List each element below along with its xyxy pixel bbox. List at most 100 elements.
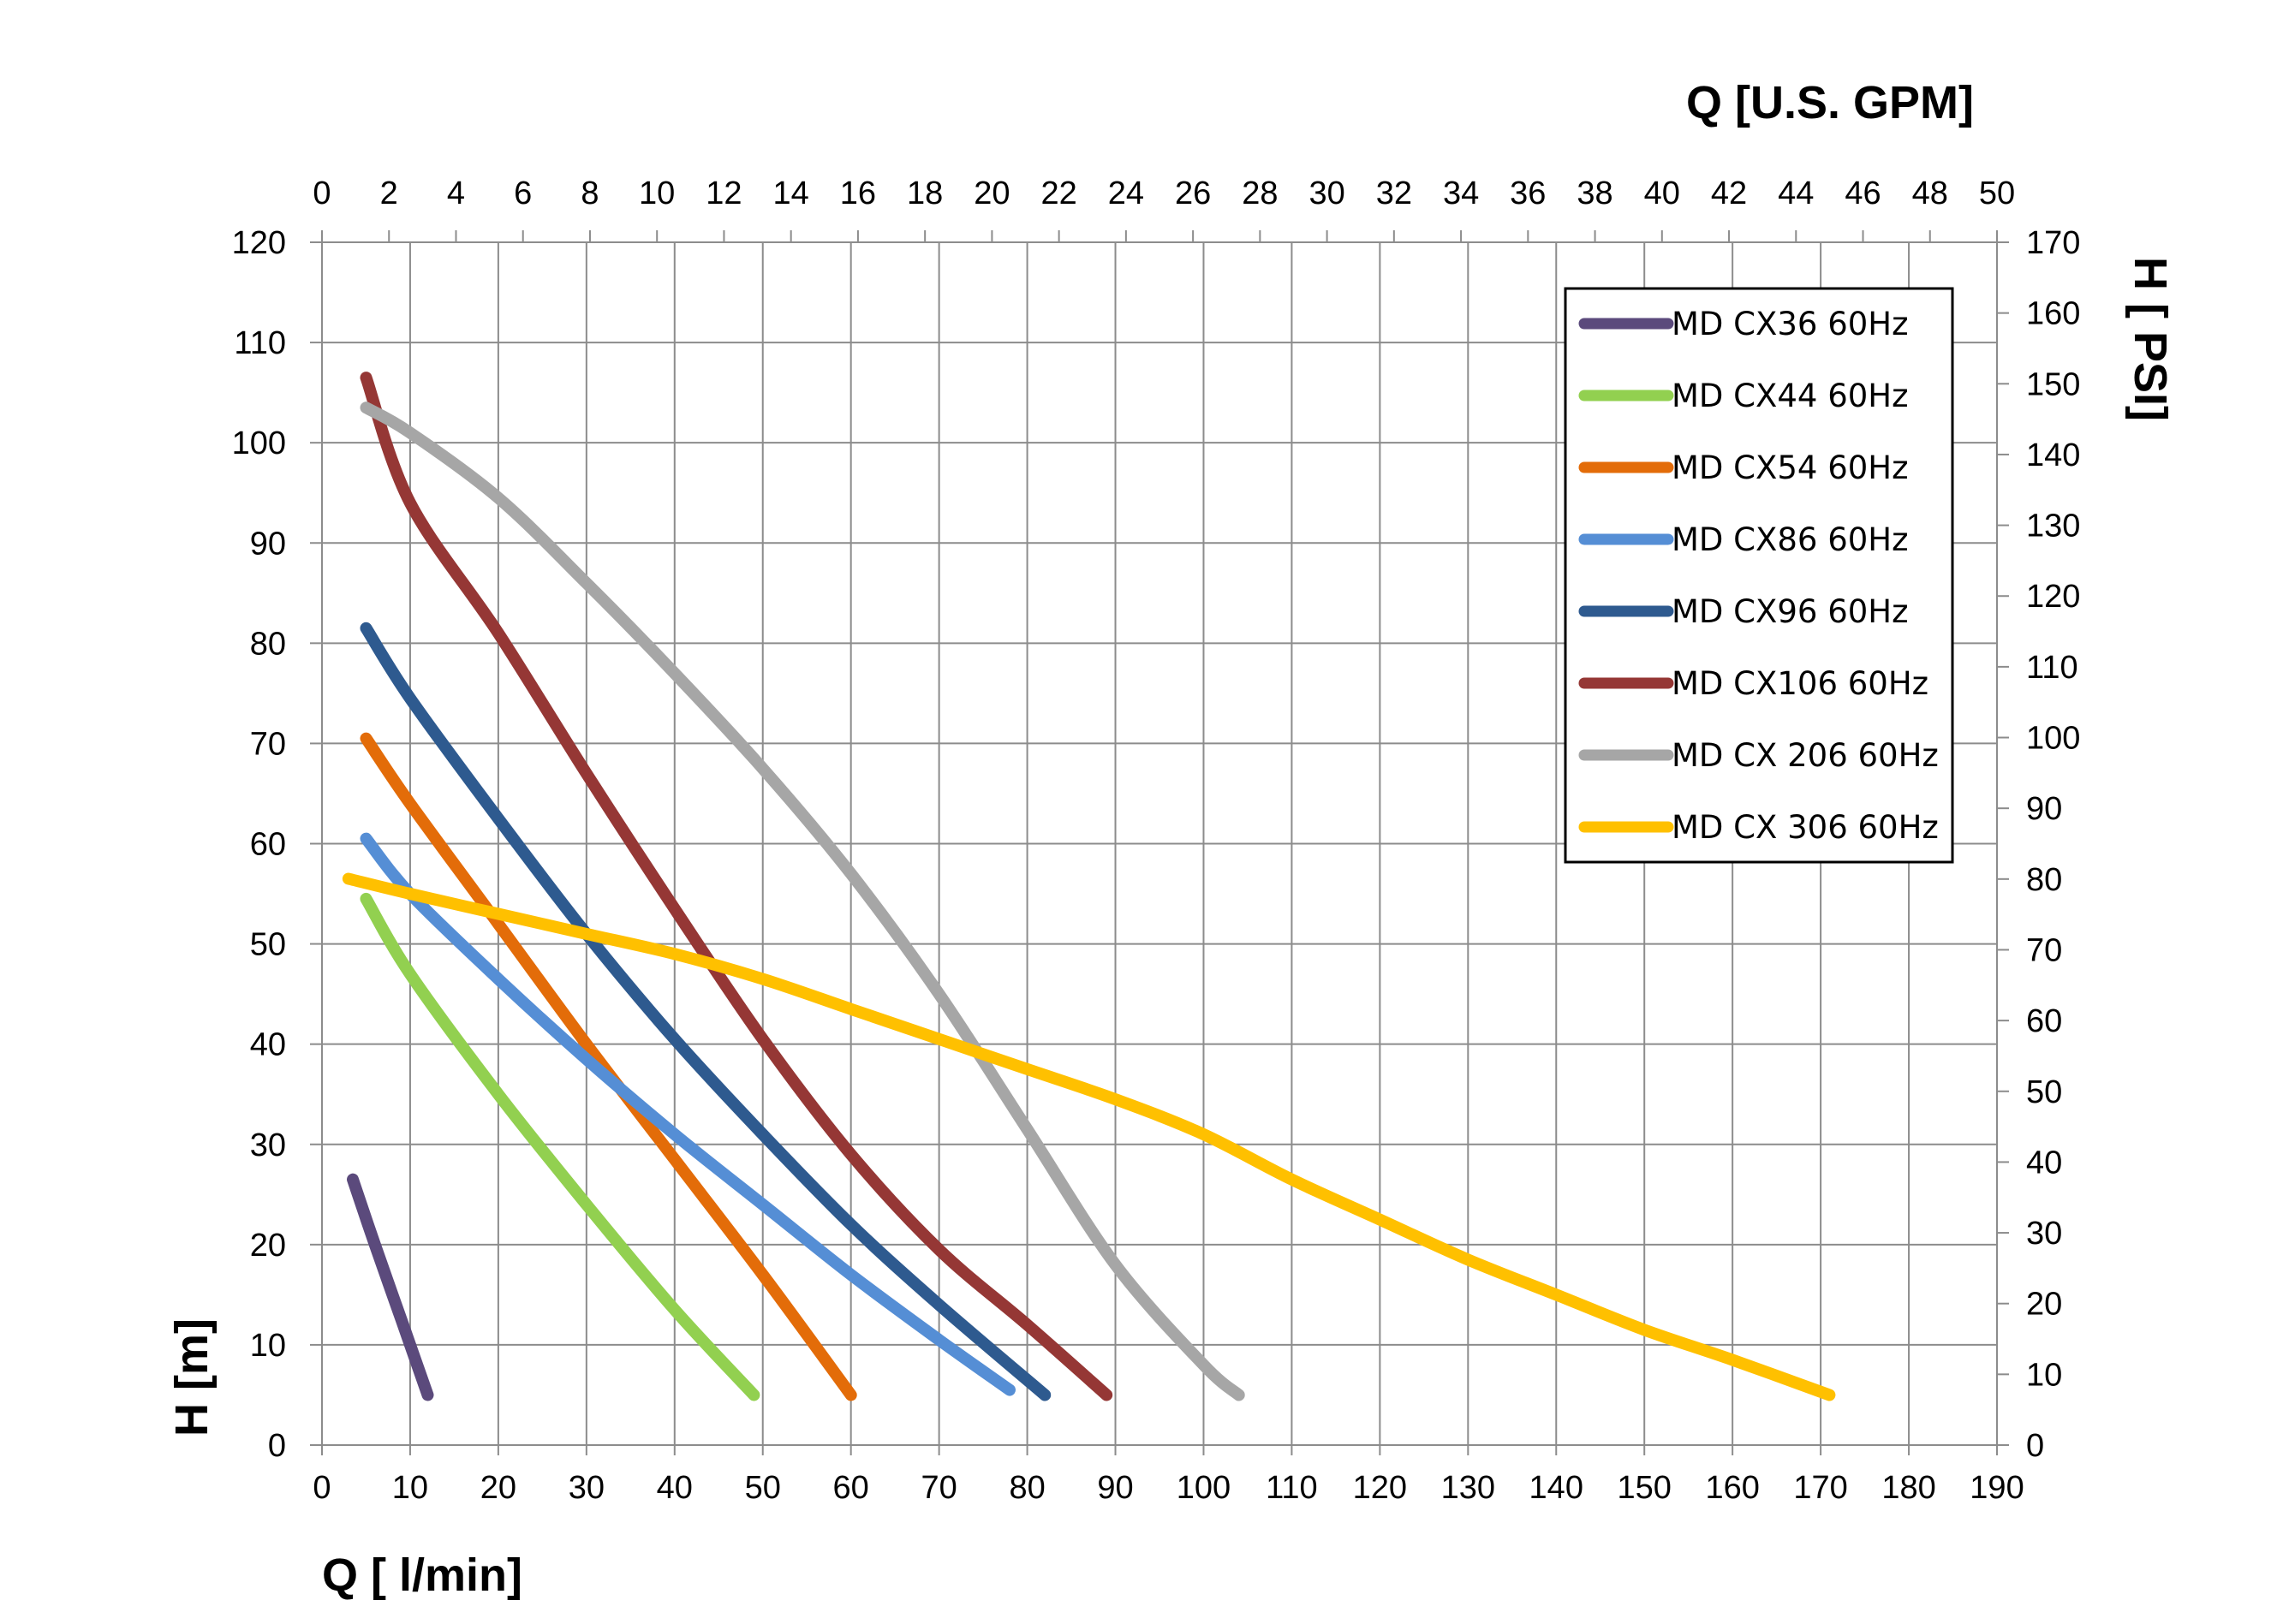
y-tick-label: 0 — [268, 1428, 286, 1464]
right-tick-label: 110 — [2026, 650, 2078, 686]
right-tick-label: 20 — [2026, 1287, 2062, 1323]
y-tick-label: 50 — [250, 927, 286, 963]
series-line-md-cx36-60hz — [347, 1173, 434, 1401]
y-tick-label: 70 — [250, 726, 286, 762]
x-tick-label: 70 — [921, 1470, 957, 1506]
top-tick-label: 32 — [1376, 175, 1412, 211]
top-tick-label: 20 — [974, 175, 1010, 211]
right-tick-label: 50 — [2026, 1074, 2062, 1110]
legend-label: MD CX106 60Hz — [1672, 665, 1928, 702]
top-tick-label: 12 — [706, 175, 742, 211]
top-tick-label: 46 — [1845, 175, 1881, 211]
series-lines — [342, 372, 1836, 1401]
legend-label: MD CX44 60Hz — [1672, 378, 1909, 414]
series-line-md-cx44-60hz — [360, 892, 760, 1401]
x-tick-label: 180 — [1881, 1470, 1935, 1506]
y-tick-label: 20 — [250, 1228, 286, 1264]
right-axis-title: H [ PSI] — [2125, 257, 2176, 421]
right-tick-label: 150 — [2026, 366, 2080, 402]
legend-label: MD CX 206 60Hz — [1672, 737, 1939, 774]
top-tick-label: 34 — [1443, 175, 1479, 211]
y-axis-tick-labels: 0 10 20 30 40 50 60 70 80 90 100 110 120 — [232, 225, 286, 1464]
right-tick-label: 30 — [2026, 1216, 2062, 1252]
series-line-md-cx-206-60hz — [360, 402, 1245, 1401]
top-tick-label: 10 — [639, 175, 675, 211]
top-tick-label: 50 — [1979, 175, 2015, 211]
legend-label: MD CX54 60Hz — [1672, 449, 1909, 486]
x-tick-label: 90 — [1097, 1470, 1133, 1506]
top-tick-label: 40 — [1644, 175, 1680, 211]
y-tick-label: 10 — [250, 1328, 286, 1364]
top-tick-label: 44 — [1778, 175, 1814, 211]
top-tick-label: 6 — [514, 175, 532, 211]
legend-frame — [1564, 287, 1954, 864]
x-tick-label: 160 — [1705, 1470, 1759, 1506]
x-tick-label: 0 — [313, 1470, 331, 1506]
y-tick-label: 90 — [250, 526, 286, 562]
legend-label: MD CX 306 60Hz — [1672, 809, 1939, 846]
legend-label: MD CX36 60Hz — [1672, 306, 1909, 342]
right-tick-label: 130 — [2026, 509, 2080, 544]
x-axis-title: Q [ l/min] — [322, 1550, 522, 1601]
x-tick-label: 140 — [1529, 1470, 1583, 1506]
y-tick-label: 60 — [250, 827, 286, 863]
right-tick-label: 100 — [2026, 721, 2080, 757]
right-tick-label: 160 — [2026, 296, 2080, 332]
top-tick-label: 30 — [1308, 175, 1344, 211]
y-tick-label: 30 — [250, 1127, 286, 1163]
right-tick-label: 140 — [2026, 437, 2080, 473]
y-tick-label: 80 — [250, 626, 286, 662]
series-line-md-cx54-60hz — [360, 732, 857, 1401]
y-axis-title: H [m] — [166, 1318, 218, 1437]
y-tick-label: 120 — [232, 225, 286, 261]
x-tick-label: 110 — [1266, 1470, 1318, 1506]
x-tick-label: 170 — [1793, 1470, 1847, 1506]
top-tick-label: 24 — [1108, 175, 1144, 211]
top-tick-label: 14 — [773, 175, 809, 211]
series-line-md-cx-306-60hz — [342, 872, 1836, 1401]
axis-ticks — [310, 230, 2009, 1455]
right-tick-label: 170 — [2026, 225, 2080, 261]
top-axis-title: Q [U.S. GPM] — [1686, 77, 1974, 128]
top-tick-label: 28 — [1242, 175, 1278, 211]
top-axis-tick-labels: 0 2 4 6 8 10 12 14 16 18 20 22 24 26 28 30 32 34 36 38 40 42 4… — [313, 175, 2015, 211]
right-tick-label: 70 — [2026, 932, 2062, 968]
top-tick-label: 8 — [581, 175, 599, 211]
x-tick-label: 100 — [1177, 1470, 1231, 1506]
series-line-md-cx86-60hz — [360, 832, 1016, 1396]
x-tick-label: 60 — [833, 1470, 869, 1506]
top-tick-label: 38 — [1577, 175, 1612, 211]
x-tick-label: 10 — [392, 1470, 428, 1506]
right-axis-tick-labels: 0 10 20 30 40 50 60 70 80 90 100 110 120 130 140 150 160… — [2026, 225, 2080, 1464]
top-tick-label: 0 — [313, 175, 331, 211]
right-tick-label: 40 — [2026, 1145, 2062, 1181]
x-tick-label: 30 — [569, 1470, 605, 1506]
x-tick-label: 50 — [745, 1470, 781, 1506]
y-tick-label: 40 — [250, 1027, 286, 1063]
top-tick-label: 36 — [1510, 175, 1546, 211]
series-line-md-cx96-60hz — [360, 622, 1052, 1401]
top-tick-label: 16 — [840, 175, 876, 211]
legend-label: MD CX86 60Hz — [1672, 521, 1909, 558]
x-tick-label: 120 — [1353, 1470, 1407, 1506]
top-tick-label: 48 — [1912, 175, 1948, 211]
y-tick-label: 100 — [232, 425, 286, 461]
right-tick-label: 80 — [2026, 862, 2062, 898]
x-axis-tick-labels: 0 10 20 30 40 50 60 70 80 90 100 110 120 130 140 150 160… — [313, 1470, 2024, 1506]
top-tick-label: 22 — [1040, 175, 1076, 211]
top-tick-label: 4 — [447, 175, 465, 211]
y-tick-label: 110 — [234, 325, 286, 361]
legend-label: MD CX96 60Hz — [1672, 593, 1909, 630]
x-tick-label: 40 — [657, 1470, 693, 1506]
right-tick-label: 120 — [2026, 579, 2080, 615]
top-tick-label: 26 — [1175, 175, 1211, 211]
top-tick-label: 42 — [1711, 175, 1747, 211]
top-tick-label: 18 — [907, 175, 943, 211]
x-tick-label: 80 — [1009, 1470, 1045, 1506]
top-tick-label: 2 — [380, 175, 398, 211]
right-tick-label: 60 — [2026, 1003, 2062, 1039]
legend: MD CX36 60Hz MD CX44 60Hz MD CX54 60Hz MD C… — [1564, 287, 1954, 864]
right-tick-label: 90 — [2026, 791, 2062, 827]
x-tick-label: 20 — [480, 1470, 516, 1506]
